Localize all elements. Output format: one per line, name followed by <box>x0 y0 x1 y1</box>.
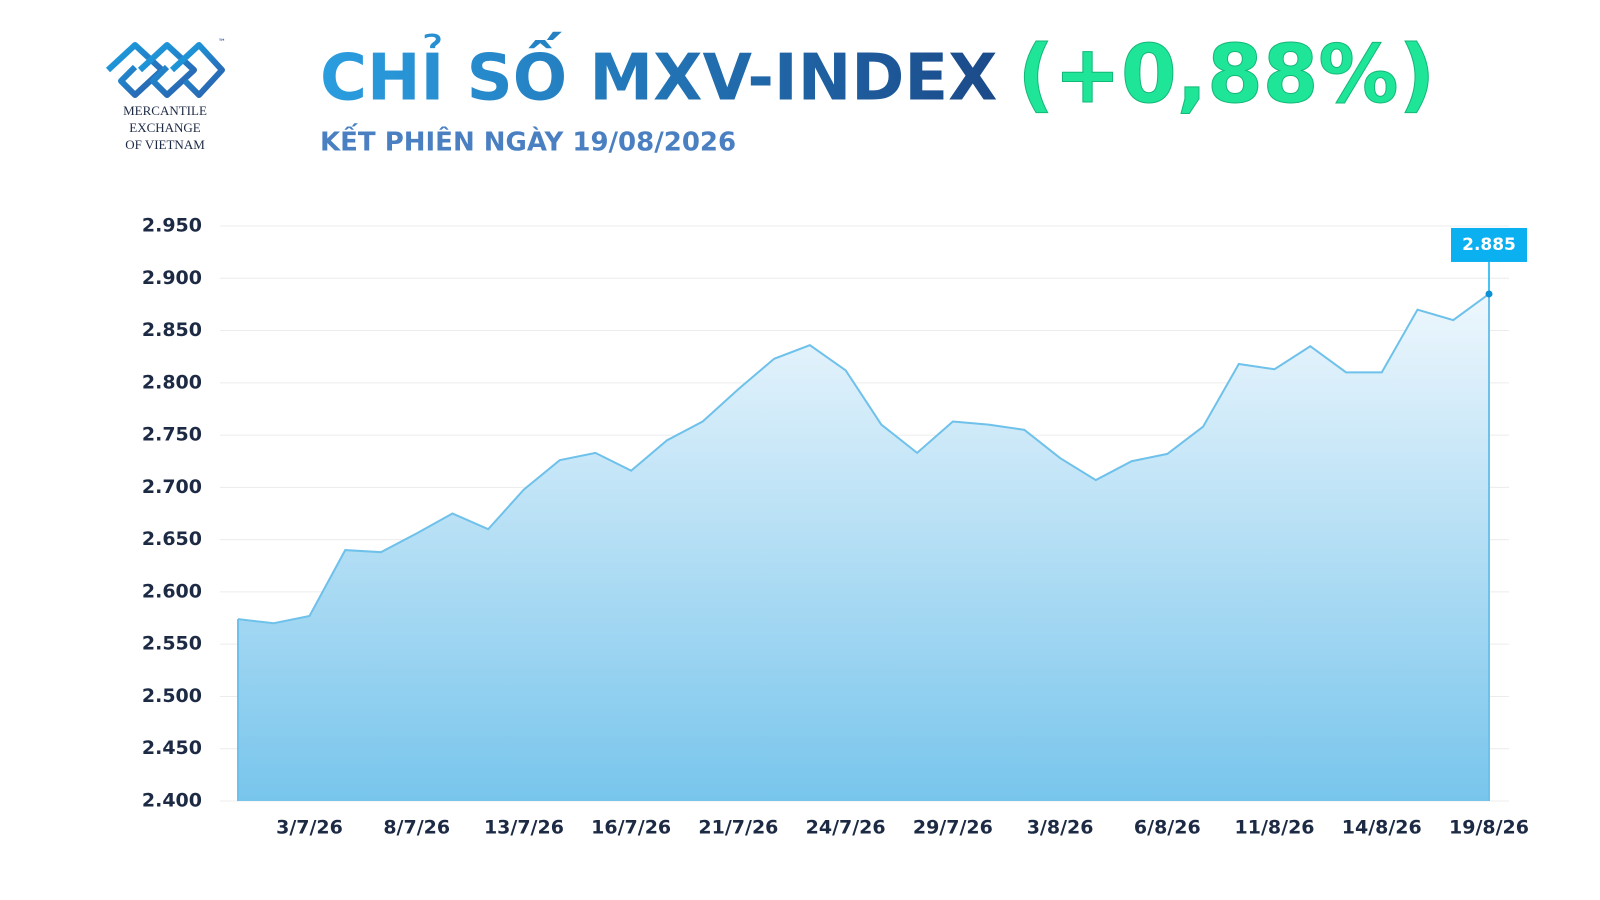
x-tick-label: 14/8/26 <box>1342 817 1422 839</box>
x-tick-label: 11/8/26 <box>1235 817 1315 839</box>
logo-text: OF VIETNAM <box>125 137 205 152</box>
chart-title: CHỈ SỐ MXV-INDEX <box>320 32 997 116</box>
x-tick-label: 8/7/26 <box>383 817 450 839</box>
x-tick-label: 24/7/26 <box>806 817 886 839</box>
chart-subtitle: KẾT PHIÊN NGÀY 19/08/2026 <box>320 123 736 158</box>
y-tick-label: 2.900 <box>142 267 202 289</box>
y-tick-label: 2.550 <box>142 633 202 655</box>
y-tick-label: 2.400 <box>142 790 202 812</box>
y-tick-label: 2.450 <box>142 737 202 759</box>
y-tick-label: 2.650 <box>142 528 202 550</box>
y-tick-label: 2.700 <box>142 476 202 498</box>
y-tick-label: 2.500 <box>142 685 202 707</box>
y-tick-label: 2.750 <box>142 424 202 446</box>
area <box>238 293 1489 801</box>
y-tick-label: 2.850 <box>142 319 202 341</box>
y-tick-label: 2.600 <box>142 580 202 602</box>
logo-text: MERCANTILE <box>123 103 207 118</box>
x-tick-label: 21/7/26 <box>698 817 778 839</box>
title-change: (+0,88%) <box>1017 28 1435 121</box>
logo-text: EXCHANGE <box>129 120 201 135</box>
x-tick-label: 3/8/26 <box>1027 817 1094 839</box>
value-label-box <box>1451 227 1527 262</box>
logo-icon <box>105 42 225 98</box>
x-tick-label: 6/8/26 <box>1134 817 1201 839</box>
line <box>237 293 1490 625</box>
logo-tm: ™ <box>218 38 226 47</box>
x-tick-label: 3/7/26 <box>276 817 343 839</box>
x-tick-label: 19/8/26 <box>1449 817 1529 839</box>
y-tick-label: 2.800 <box>142 371 202 393</box>
x-tick-label: 29/7/26 <box>913 817 993 839</box>
x-tick-label: 16/7/26 <box>591 817 671 839</box>
point <box>1485 290 1493 298</box>
x-tick-label: 13/7/26 <box>484 817 564 839</box>
value-label: 2.885 <box>1462 235 1516 255</box>
y-tick-label: 2.950 <box>142 215 202 237</box>
